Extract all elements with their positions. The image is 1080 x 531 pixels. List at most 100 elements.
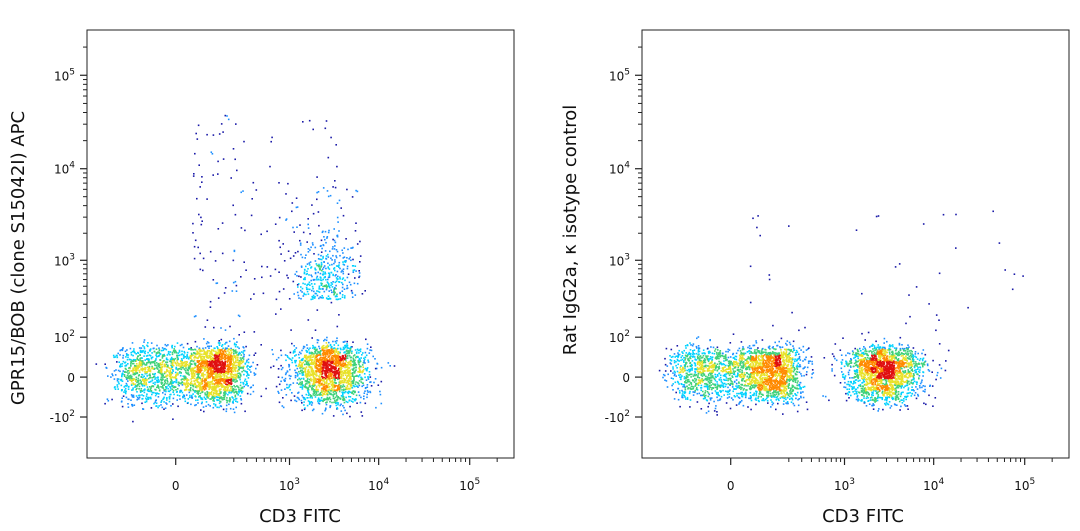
data-point <box>306 288 308 291</box>
data-point <box>240 354 243 356</box>
data-point <box>362 382 364 384</box>
data-point <box>327 365 329 367</box>
data-point <box>332 281 334 283</box>
data-point <box>271 349 273 351</box>
data-point <box>178 384 180 387</box>
data-point <box>293 351 295 353</box>
data-point <box>364 362 366 364</box>
data-point <box>210 345 212 347</box>
data-point <box>189 370 192 372</box>
data-point <box>325 297 328 299</box>
data-point <box>202 367 204 369</box>
data-point <box>202 376 205 378</box>
data-point <box>336 165 338 168</box>
data-point <box>206 371 208 374</box>
data-point <box>120 401 123 403</box>
data-point <box>324 382 326 385</box>
data-point <box>325 278 327 281</box>
data-point <box>210 151 213 153</box>
data-point <box>341 294 344 296</box>
data-point <box>225 389 227 392</box>
data-point <box>242 361 244 363</box>
data-point <box>192 349 194 351</box>
data-point <box>339 369 341 371</box>
data-point <box>233 362 236 364</box>
data-point <box>321 361 323 364</box>
data-point <box>211 365 214 368</box>
data-point <box>154 367 156 370</box>
data-point <box>193 315 196 318</box>
data-point <box>157 386 159 388</box>
data-point <box>320 363 323 366</box>
data-point <box>330 356 333 358</box>
data-point <box>348 347 350 350</box>
data-point <box>166 381 169 383</box>
data-point <box>217 355 220 357</box>
data-point <box>234 355 236 357</box>
data-point <box>295 197 298 199</box>
data-point <box>176 364 178 367</box>
data-point <box>342 283 344 286</box>
data-point <box>184 361 186 363</box>
data-point <box>335 280 338 283</box>
data-point <box>305 358 308 360</box>
data-point <box>312 388 314 390</box>
data-point <box>342 346 345 349</box>
data-point <box>184 377 187 380</box>
data-point <box>199 186 201 188</box>
data-point <box>294 371 297 374</box>
data-point <box>169 353 171 356</box>
data-point <box>206 363 209 365</box>
data-point <box>219 372 221 375</box>
data-point <box>337 347 339 350</box>
data-point <box>216 372 219 374</box>
data-point <box>209 387 211 389</box>
data-point <box>171 376 174 378</box>
data-point <box>132 420 134 423</box>
data-point <box>192 377 194 379</box>
data-point <box>292 382 295 384</box>
data-point <box>146 386 149 388</box>
data-point <box>369 376 372 378</box>
data-point <box>320 288 322 290</box>
data-point <box>219 358 221 361</box>
data-point <box>338 230 340 232</box>
data-point <box>175 389 177 391</box>
data-point <box>148 365 151 368</box>
data-point <box>307 390 309 392</box>
data-point <box>166 364 169 367</box>
data-point <box>215 368 217 371</box>
data-point <box>144 372 147 375</box>
data-point <box>228 348 231 350</box>
data-point <box>184 400 187 403</box>
data-point <box>346 257 348 259</box>
data-point <box>154 372 156 375</box>
data-point <box>230 372 232 375</box>
data-point <box>289 383 292 386</box>
data-point <box>340 367 343 369</box>
data-point <box>128 377 131 380</box>
data-point <box>185 371 187 373</box>
data-point <box>321 370 323 373</box>
data-point <box>334 360 337 363</box>
data-point <box>222 362 225 365</box>
data-point <box>146 398 148 401</box>
data-point <box>159 362 162 365</box>
data-point <box>309 373 312 375</box>
data-point <box>347 351 350 354</box>
data-point <box>360 365 362 368</box>
data-point <box>165 402 167 404</box>
data-point <box>134 384 137 387</box>
data-point <box>180 390 182 392</box>
data-point <box>336 234 339 237</box>
data-point <box>275 298 278 301</box>
data-point <box>141 373 143 376</box>
data-point <box>359 359 361 361</box>
data-point <box>134 386 136 388</box>
data-point <box>284 354 287 356</box>
data-point <box>284 373 287 376</box>
data-point <box>219 350 221 352</box>
data-point <box>312 287 314 290</box>
data-point <box>212 406 215 409</box>
data-point <box>220 397 223 399</box>
